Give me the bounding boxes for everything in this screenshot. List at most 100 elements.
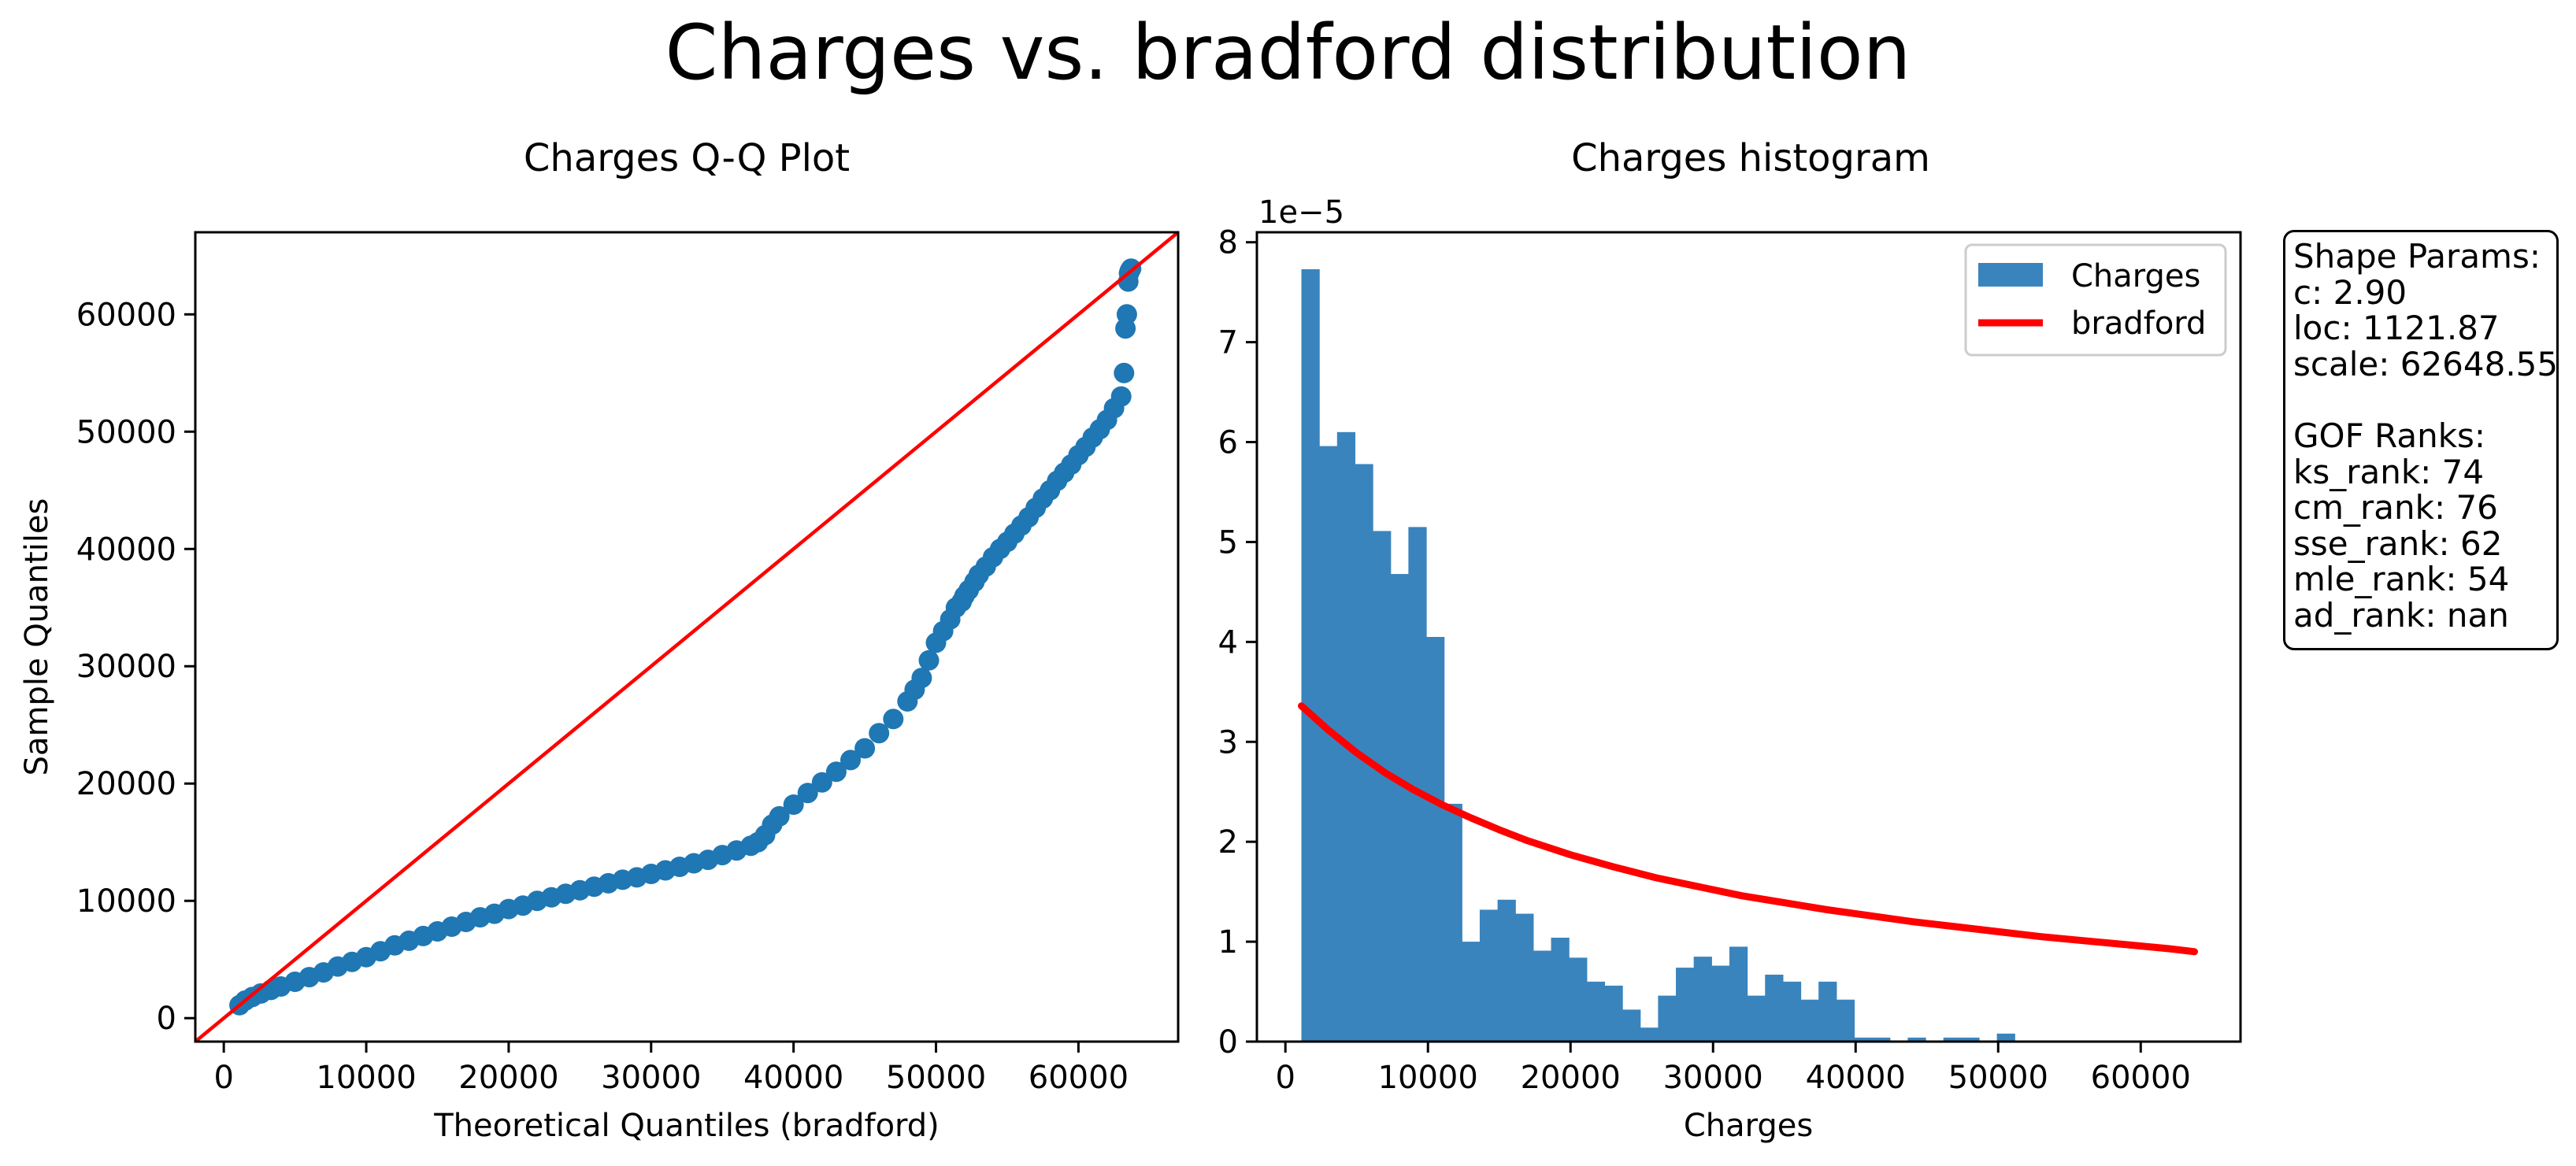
histogram-y-tick-label: 3 (1218, 724, 1238, 761)
histogram-title: Charges histogram (1571, 136, 1930, 180)
qq-x-tick-label: 20000 (458, 1060, 558, 1096)
histogram-bar (1872, 1037, 1891, 1042)
histogram-bar (1462, 942, 1481, 1042)
qq-point (883, 709, 904, 730)
histogram-bar (1301, 268, 1320, 1042)
histogram-bar (1782, 981, 1802, 1042)
qq-x-tick-label: 0 (213, 1060, 233, 1096)
qq-plot-frame (194, 231, 1180, 1043)
qq-point (918, 650, 940, 671)
histogram-bar (1497, 899, 1516, 1042)
qq-plot: Charges Q-Q Plot 0 10000 20000 30000 40000 50… (19, 136, 1180, 1144)
qq-point (825, 761, 847, 783)
qq-point (811, 772, 832, 793)
histogram-bar (1336, 431, 1356, 1042)
histogram-bar (1533, 950, 1552, 1042)
legend-swatch-charges (1978, 263, 2043, 287)
qq-point (854, 738, 876, 759)
qq-x-axis-label: Theoretical Quantiles (bradford) (433, 1108, 940, 1144)
qq-point (797, 783, 818, 804)
histogram-bars (1301, 268, 2015, 1042)
histogram-bar (1658, 995, 1677, 1042)
histogram-bar (1836, 999, 1855, 1042)
histogram-bar (1854, 1037, 1873, 1042)
histogram-x-tick-label: 30000 (1663, 1060, 1763, 1096)
histogram: Charges histogram 1e−5 0 10000 20000 30000 4… (1218, 136, 2242, 1144)
histogram-bar (1586, 981, 1606, 1042)
qq-y-tick-label: 30000 (76, 649, 176, 685)
qq-x-tick-label: 50000 (886, 1060, 986, 1096)
bradford-fit-curve (1298, 702, 2198, 956)
histogram-x-tick-label: 0 (1275, 1060, 1295, 1096)
qq-point (840, 750, 861, 771)
histogram-y-tick-label: 8 (1218, 225, 1238, 261)
histogram-x-tick-label: 60000 (2091, 1060, 2191, 1096)
qq-point (1116, 304, 1137, 325)
histogram-bar (1961, 1037, 1980, 1042)
qq-y-tick-label: 50000 (76, 414, 176, 450)
histogram-bar (1729, 946, 1748, 1042)
histogram-bar (1444, 803, 1462, 1042)
qq-plot-title: Charges Q-Q Plot (524, 136, 850, 180)
histogram-bar (1622, 1009, 1641, 1042)
histogram-y-tick-label: 6 (1218, 425, 1238, 461)
histogram-y-tick-label: 4 (1218, 624, 1238, 661)
qq-point (911, 668, 932, 689)
histogram-frame (1255, 231, 2242, 1043)
histogram-y-axis: 0 1 2 3 4 5 6 7 8 (1218, 225, 1257, 1061)
histogram-bar (1765, 974, 1784, 1042)
histogram-x-axis-label: Charges (1684, 1108, 1813, 1144)
qq-point (783, 794, 804, 815)
qq-x-axis: 0 10000 20000 30000 40000 50000 60000 (213, 1042, 1129, 1096)
qq-x-tick-label: 10000 (316, 1060, 416, 1096)
qq-y-tick-label: 60000 (76, 297, 176, 333)
qq-x-tick-label: 40000 (743, 1060, 843, 1096)
histogram-bar (1693, 957, 1712, 1042)
histogram-y-scale-label: 1e−5 (1258, 194, 1344, 231)
qq-point (1114, 362, 1135, 383)
qq-point (1110, 386, 1132, 407)
histogram-bar (1426, 637, 1445, 1042)
figure-title: Charges vs. bradford distribution (665, 9, 1911, 97)
legend-label-charges: Charges (2071, 258, 2200, 294)
histogram-bar (1479, 909, 1499, 1042)
qq-x-tick-label: 30000 (601, 1060, 701, 1096)
histogram-bar (1996, 1033, 2015, 1042)
qq-reference-line (194, 231, 1180, 1043)
histogram-bar (1390, 574, 1409, 1042)
histogram-y-tick-label: 1 (1218, 924, 1238, 961)
histogram-bar (1355, 464, 1373, 1042)
histogram-bar (1800, 999, 1819, 1042)
histogram-bar (1711, 965, 1730, 1042)
params-info-box: Shape Params: c: 2.90 loc: 1121.87 scale… (2283, 230, 2559, 650)
histogram-x-tick-label: 10000 (1378, 1060, 1478, 1096)
histogram-y-tick-label: 7 (1218, 325, 1238, 361)
histogram-y-tick-label: 2 (1218, 824, 1238, 861)
histogram-bar (1818, 981, 1837, 1042)
histogram-x-tick-label: 50000 (1948, 1060, 2048, 1096)
histogram-x-axis: 0 10000 20000 30000 40000 50000 60000 (1275, 1042, 2191, 1096)
histogram-bar (1640, 1027, 1659, 1042)
histogram-bar (1907, 1037, 1926, 1042)
histogram-bar (1569, 957, 1588, 1042)
qq-y-tick-label: 20000 (76, 766, 176, 802)
histogram-legend: Charges bradford (1964, 243, 2227, 357)
legend-label-bradford: bradford (2071, 305, 2206, 342)
qq-point (869, 723, 890, 744)
histogram-bar (1676, 968, 1695, 1042)
histogram-bar (1408, 527, 1427, 1042)
histogram-bar (1373, 531, 1392, 1042)
histogram-x-tick-label: 40000 (1806, 1060, 1906, 1096)
qq-y-axis: 0 10000 20000 30000 40000 50000 60000 (76, 297, 195, 1037)
qq-y-axis-label: Sample Quantiles (19, 498, 55, 776)
histogram-bar (1515, 913, 1534, 1042)
histogram-y-tick-label: 0 (1218, 1024, 1238, 1061)
histogram-bar (1943, 1037, 1962, 1042)
qq-y-tick-label: 0 (157, 1001, 176, 1037)
histogram-bar (1604, 985, 1623, 1042)
histogram-y-tick-label: 5 (1218, 524, 1238, 561)
histogram-bar (1747, 995, 1766, 1042)
histogram-bar (1551, 938, 1570, 1042)
histogram-bar (1319, 446, 1338, 1042)
